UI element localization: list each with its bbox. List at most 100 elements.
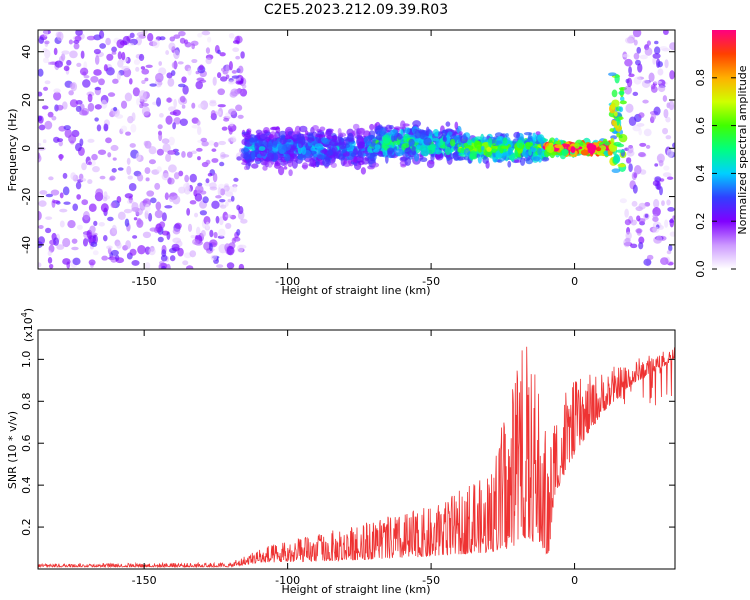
spectrogram-cell [100,99,108,109]
spectrogram-cell [169,36,176,42]
spectrogram-cell [613,111,618,117]
spectrogram-cell [616,143,625,148]
spectrogram-cell [142,200,148,204]
spectrogram-cell [144,203,151,214]
snr-background [38,330,675,569]
spectrogram-cell [652,53,661,59]
spectrogram-cell [532,156,541,162]
spectrogram-cell [99,175,106,180]
spectrogram-cell [47,256,53,264]
spectrogram-cell [288,169,293,177]
spectrogram-cell [236,244,244,253]
spectrogram-cell [241,84,247,89]
spectrogram-cell [301,162,309,170]
spectrogram-cell [195,226,201,236]
spectrogram-cell [38,142,42,147]
spectrogram-cell [148,159,156,165]
spectrogram-cell [169,111,177,116]
spectrogram-cell [110,144,119,151]
spectrogram-cell [238,263,245,269]
spectrogram-cell [628,116,637,126]
spectrogram-cell [362,146,369,154]
spectrogram-cell [89,225,96,234]
spectrogram-cell [240,51,245,59]
spectrogram-cell [281,134,286,140]
spectrogram-cell [356,138,366,142]
spectrogram-cell [570,146,576,154]
spectrogram-cell [205,57,212,65]
spectrogram-cell [116,72,121,81]
spectrogram-cell [654,163,659,167]
spectrogram-cell [219,161,225,167]
spectrogram-cell [654,46,661,55]
spectrogram-cell [182,85,189,95]
spectrogram-cell [638,202,646,210]
colorbar-tick-label: 0.4 [694,165,707,183]
spectrogram-cell [102,196,108,202]
spectrogram-cell [234,88,243,95]
spectrogram-cell [75,30,83,36]
spectrogram-cell [454,121,459,130]
spectrogram-cell [71,238,78,244]
spectrogram-cell [182,260,189,266]
spectrogram-cell [141,68,150,75]
spectrogram-cell [212,76,217,86]
spectrogram-cell [353,156,358,164]
spectrogram-cell [133,217,138,221]
spectrogram-cell [186,208,191,216]
spectrogram-cell [63,125,71,131]
spectrogram-cell [343,137,348,141]
spectrogram-cell [154,182,161,190]
spectrogram-cell [463,156,470,161]
spectrogram-cell [113,106,118,112]
spectrogram-cell [141,106,151,116]
spectrogram-cell [200,230,206,238]
spectrogram-cell [161,173,170,181]
spectrogram-cell [624,237,631,243]
spectrogram-cell [228,32,235,39]
spectrogram-frame [37,29,676,270]
spectrogram-cell [507,160,512,168]
spectrogram-cell [525,158,533,165]
spectrogram-cell [83,75,90,79]
spectrogram-cell [530,147,537,153]
spectrogram-cell [269,133,274,139]
spectrogram-cell [293,140,298,149]
spectrogram-cell [165,263,171,269]
spectrogram-cell [613,120,618,129]
spectrogram-cell [660,257,669,265]
spectrogram-cell [129,143,136,148]
spectrogram-cell [636,215,641,222]
spectrogram-cell [445,121,451,127]
spectrogram-cell [38,91,43,97]
spectrogram-cell [360,167,366,175]
spectrogram-cell [127,175,133,180]
spectrogram-cell [69,82,76,90]
spectrogram-cell [652,56,656,65]
spectrogram-cell [173,49,180,60]
spectrogram-cell [642,99,649,104]
spectrogram-cell [513,131,520,139]
spectrogram-cell [131,259,140,266]
spectrogram-cell [652,226,660,233]
colorbar-label: Normalized spectral amplitude [736,65,749,234]
spectrogram-y-ticks: -40 -20 0 20 40 [20,45,675,254]
spectrogram-cell [217,187,222,197]
spectrogram-cell [669,70,675,80]
spectrogram-cell [179,95,186,103]
spectrogram-cell [90,241,98,248]
spectrogram-cell [94,87,102,91]
spectrogram-cell [148,212,153,222]
spectrogram-cell [94,117,99,122]
spectrogram-cell [258,146,266,151]
snr-y-scale-exponent: 4 [20,312,29,317]
spectrogram-cell [172,195,181,205]
spectrogram-cell [197,126,202,136]
spectrogram-cell [207,36,212,43]
spectrogram-cell [73,42,80,50]
spectrogram-cell [490,148,498,152]
snr-y-scale: (x104) [20,308,35,342]
spectrogram-cell [197,32,203,38]
spectrogram-cell [137,217,142,225]
spectrogram-cell [68,90,74,96]
